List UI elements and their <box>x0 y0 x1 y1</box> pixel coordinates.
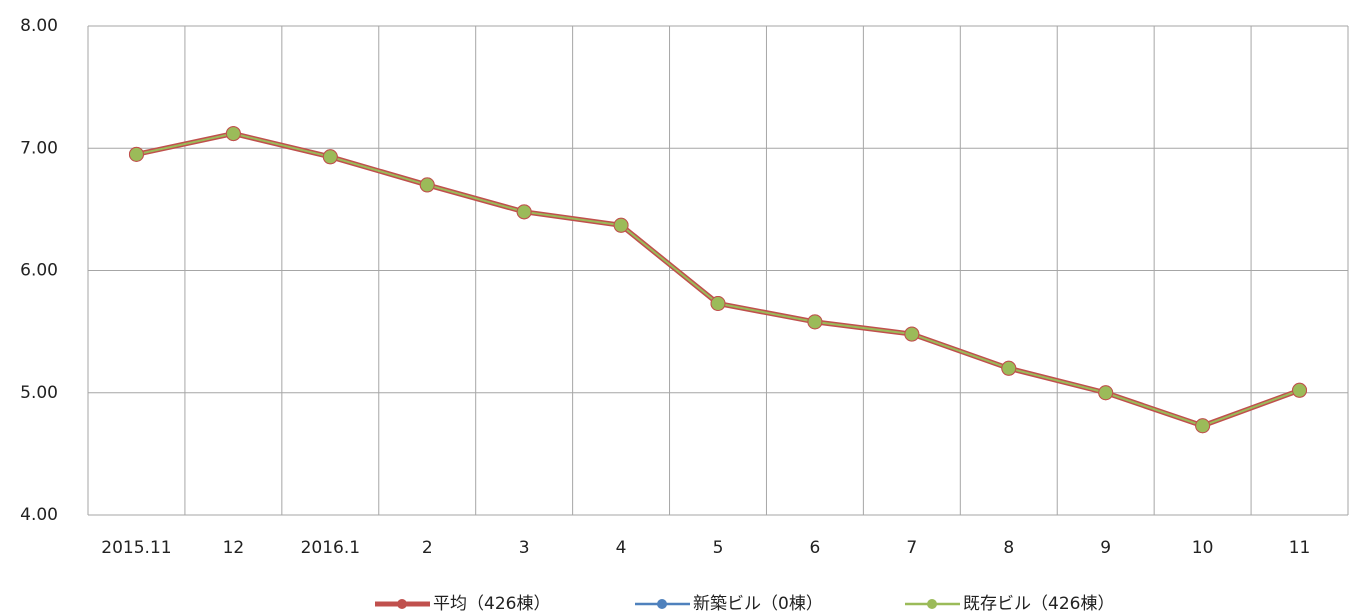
legend-marker <box>397 599 407 609</box>
series-line <box>136 132 1300 427</box>
x-tick-label: 9 <box>1100 538 1111 558</box>
x-tick-label: 7 <box>906 538 917 558</box>
legend-marker <box>657 599 667 609</box>
x-tick-label: 2 <box>422 538 433 558</box>
series-line <box>135 131 1301 429</box>
series-marker <box>225 126 241 142</box>
series-marker <box>419 177 435 193</box>
x-tick-label: 12 <box>223 538 245 558</box>
x-tick-label: 6 <box>810 538 821 558</box>
y-tick-label: 5.00 <box>20 383 58 403</box>
series-marker <box>1292 382 1308 398</box>
series-marker <box>613 217 629 233</box>
x-tick-label: 4 <box>616 538 627 558</box>
legend-label: 新築ビル（0棟） <box>693 594 823 614</box>
x-tick-label: 5 <box>713 538 724 558</box>
series-marker <box>807 314 823 330</box>
y-tick-label: 8.00 <box>20 16 58 36</box>
x-tick-label: 11 <box>1289 538 1311 558</box>
x-tick-label: 3 <box>519 538 530 558</box>
series-marker <box>1195 418 1211 434</box>
y-tick-label: 4.00 <box>20 505 58 525</box>
legend-label: 平均（426棟） <box>433 594 550 614</box>
x-tick-label: 2015.11 <box>101 538 171 558</box>
series-marker <box>1098 385 1114 401</box>
series-marker <box>128 146 144 162</box>
series-marker <box>516 204 532 220</box>
series-marker <box>904 326 920 342</box>
y-tick-label: 7.00 <box>20 138 58 158</box>
y-tick-label: 6.00 <box>20 261 58 281</box>
x-tick-label: 2016.1 <box>301 538 360 558</box>
x-tick-label: 10 <box>1192 538 1214 558</box>
series-marker <box>710 296 726 312</box>
legend-marker <box>927 599 937 609</box>
legend-label: 既存ビル（426棟） <box>963 594 1114 614</box>
series-marker <box>322 149 338 165</box>
series-marker <box>1001 360 1017 376</box>
x-tick-label: 8 <box>1003 538 1014 558</box>
